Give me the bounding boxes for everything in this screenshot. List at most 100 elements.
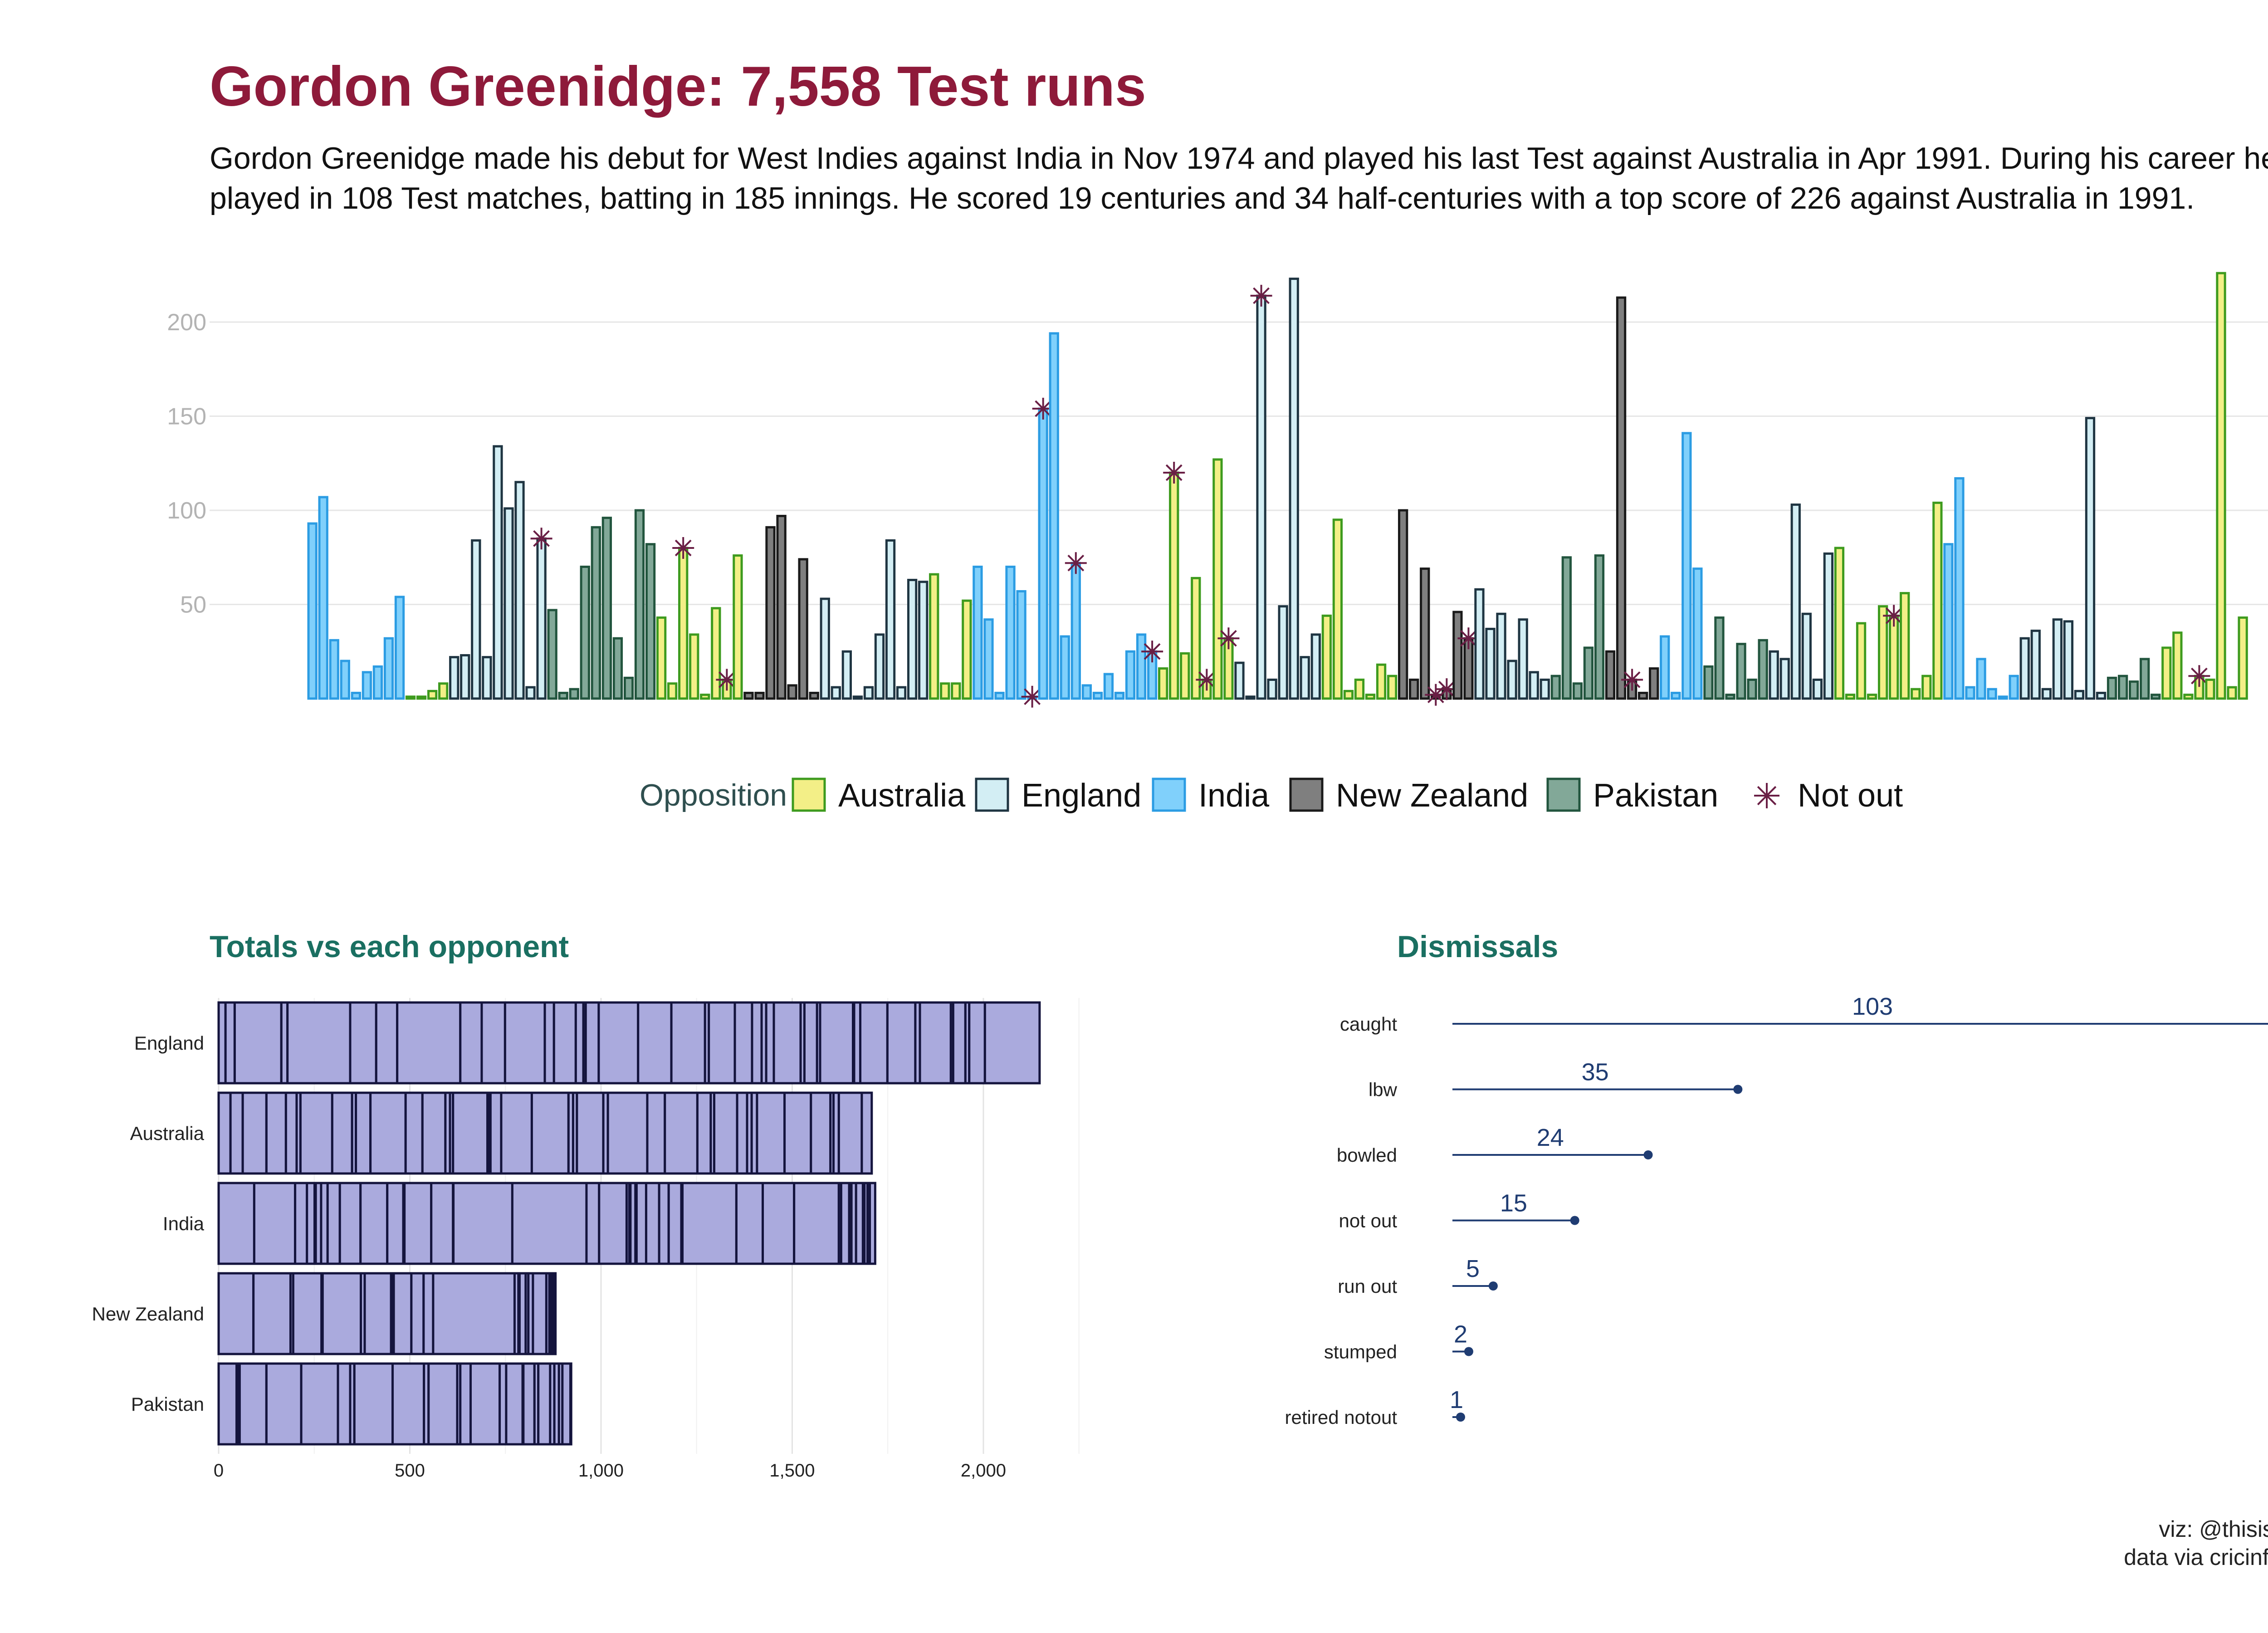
innings-segment — [349, 1001, 377, 1085]
innings-bar — [1649, 667, 1659, 700]
innings-bar — [1518, 618, 1528, 700]
innings-bar — [1550, 675, 1561, 700]
innings-segment — [646, 1091, 666, 1175]
innings-bar — [1779, 658, 1790, 700]
innings-bar — [1376, 663, 1387, 700]
legend-not-out-marker-stroke — [1757, 786, 1777, 806]
innings-segment — [217, 1182, 255, 1265]
value-label: 5 — [1466, 1255, 1480, 1282]
innings-segment — [337, 1362, 352, 1446]
innings-bar — [2227, 686, 2237, 700]
innings-bar — [700, 694, 710, 700]
caption: viz: @thisisdaryn data via cricinfo.com — [2124, 1515, 2268, 1571]
innings-bar — [493, 445, 503, 700]
innings-bar — [405, 695, 416, 700]
innings-bar — [1158, 667, 1168, 700]
innings-bar — [1812, 679, 1823, 700]
innings-segment — [598, 1182, 628, 1265]
category-label: New Zealand — [92, 1303, 204, 1325]
innings-segment — [860, 1091, 873, 1175]
innings-bar — [841, 650, 852, 700]
not-out-marker — [1065, 552, 1087, 574]
innings-bar — [1038, 407, 1048, 700]
innings-bar — [1474, 588, 1485, 700]
lollipop-dot — [1733, 1085, 1743, 1094]
innings-bar — [1212, 458, 1223, 700]
innings-segment — [300, 1362, 339, 1446]
innings-bar — [1070, 562, 1081, 700]
innings-segment — [968, 1001, 986, 1085]
innings-bar — [1900, 592, 1910, 700]
innings-bar — [994, 692, 1005, 700]
innings-segment — [427, 1362, 459, 1446]
innings-bar — [1114, 692, 1125, 700]
innings-bar — [820, 597, 830, 700]
innings-segment — [869, 1182, 876, 1265]
innings-bar — [2107, 676, 2117, 700]
innings-segment — [241, 1091, 268, 1175]
innings-bar — [765, 526, 776, 700]
innings-bar — [1889, 614, 1899, 700]
innings-segment — [696, 1091, 712, 1175]
innings-bar — [591, 526, 601, 700]
innings-bar — [2052, 618, 2063, 700]
innings-segment — [233, 1001, 283, 1085]
innings-segment — [252, 1272, 292, 1355]
not-out-marker-stroke — [1885, 607, 1902, 624]
innings-segment — [338, 1182, 362, 1265]
innings-segment — [353, 1362, 394, 1446]
innings-segment — [505, 1362, 524, 1446]
innings-bar — [1245, 695, 1256, 700]
category-label: bowled — [1337, 1144, 1397, 1166]
innings-bar — [449, 656, 459, 700]
innings-bar — [951, 682, 961, 700]
innings-bar — [1540, 679, 1550, 700]
innings-segment — [670, 1001, 706, 1085]
innings-bar — [1681, 432, 1692, 700]
not-out-marker-stroke — [1165, 464, 1183, 481]
innings-segment — [217, 1091, 232, 1175]
innings-segment — [569, 1362, 572, 1446]
innings-bar — [907, 579, 918, 700]
innings-bar — [983, 618, 994, 700]
innings-bar — [1136, 633, 1147, 700]
innings-bar — [1943, 543, 1954, 700]
innings-bar — [318, 496, 328, 700]
innings-bar — [2129, 680, 2139, 700]
innings-bar — [340, 660, 350, 700]
category-label: lbw — [1369, 1079, 1398, 1100]
innings-segment — [432, 1272, 516, 1355]
innings-segment — [681, 1182, 738, 1265]
innings-segment — [667, 1182, 683, 1265]
not-out-marker-stroke — [1460, 630, 1477, 647]
innings-segment — [459, 1362, 472, 1446]
innings-bar — [1278, 605, 1288, 700]
innings-bar — [1081, 684, 1092, 700]
innings-segment — [751, 1001, 763, 1085]
innings-bar — [580, 566, 590, 700]
innings-segment — [952, 1001, 967, 1085]
innings-bar — [1049, 332, 1059, 700]
innings-bar — [569, 688, 579, 700]
innings-segment — [606, 1091, 649, 1175]
innings-bar — [1747, 679, 1757, 700]
legend-swatch — [975, 777, 1009, 812]
legend-label: New Zealand — [1336, 777, 1528, 814]
category-label: stumped — [1324, 1341, 1397, 1363]
innings-bar — [2216, 272, 2226, 700]
innings-bar — [2085, 417, 2096, 700]
innings-bar — [2096, 692, 2107, 700]
category-label: India — [163, 1213, 205, 1234]
innings-segment — [765, 1001, 775, 1085]
innings-segment — [403, 1182, 433, 1265]
innings-segment — [511, 1182, 588, 1265]
innings-bar — [1321, 614, 1332, 700]
category-label: not out — [1339, 1210, 1398, 1232]
innings-segment — [359, 1182, 389, 1265]
innings-segment — [500, 1091, 533, 1175]
innings-bar — [1300, 656, 1310, 700]
page-subtitle: Gordon Greenidge made his debut for West… — [210, 141, 2268, 215]
innings-bar — [1005, 566, 1016, 700]
innings-bar — [1790, 504, 1801, 700]
innings-segment — [265, 1091, 287, 1175]
